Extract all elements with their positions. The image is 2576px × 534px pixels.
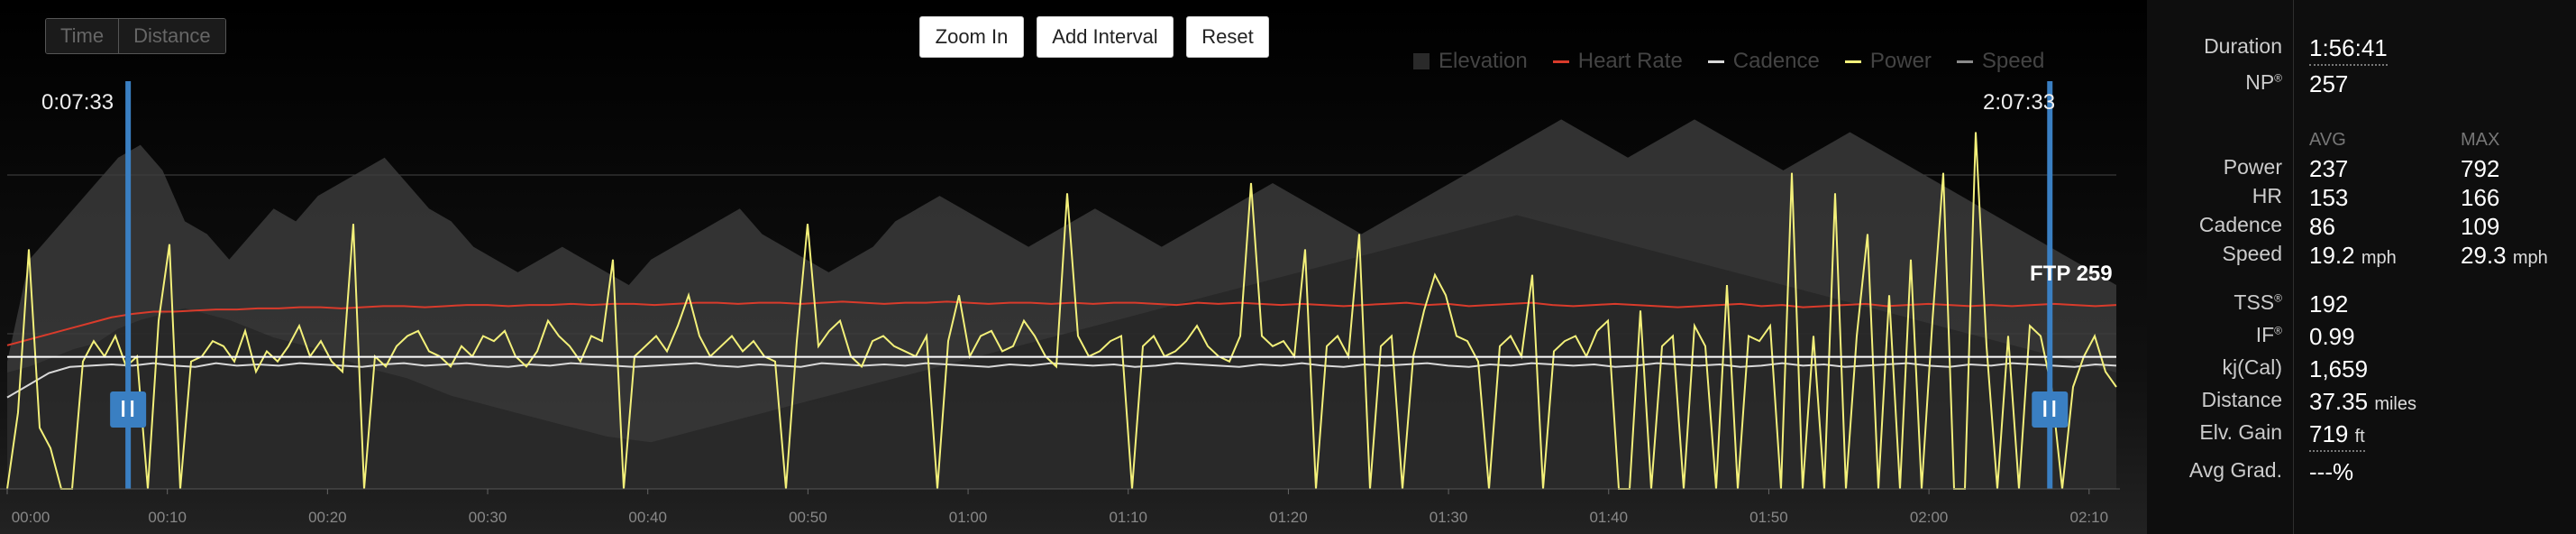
elevation-area bbox=[7, 215, 2116, 489]
hr-row: HR 153 166 bbox=[2147, 184, 2576, 211]
x-tick-label: 00:00 bbox=[11, 509, 50, 526]
speed-max: 29.3 mph bbox=[2461, 242, 2548, 269]
legend-item-speed[interactable]: Speed bbox=[1956, 49, 2045, 74]
distance-row: Distance 37.35 miles bbox=[2147, 388, 2576, 415]
x-tick-label: 00:10 bbox=[148, 509, 187, 526]
selection-end-time: 2:07:33 bbox=[1983, 90, 2056, 115]
power-avg: 237 bbox=[2309, 155, 2349, 182]
cadence-avg: 86 bbox=[2309, 213, 2335, 240]
pause-icon[interactable] bbox=[110, 391, 147, 428]
speed-row: Speed 19.2 mph 29.3 mph bbox=[2147, 242, 2576, 269]
hr-avg: 153 bbox=[2309, 184, 2349, 211]
legend-label: Heart Rate bbox=[1577, 49, 1683, 73]
x-tick-label: 00:50 bbox=[789, 509, 827, 526]
heart-rate-line bbox=[6, 300, 2117, 346]
legend-item-heart-rate[interactable]: Heart Rate bbox=[1552, 49, 1683, 74]
if-label: IF® bbox=[2255, 323, 2282, 346]
np-label: NP® bbox=[2245, 70, 2282, 94]
time-toggle[interactable]: Time bbox=[46, 19, 119, 53]
speed-swatch bbox=[1956, 60, 1973, 63]
max-header: MAX bbox=[2461, 130, 2500, 150]
stats-panel: Duration 1:56:41 NP® 257 AVG MAX Power 2… bbox=[2147, 0, 2576, 534]
zoom-in-button[interactable]: Zoom In bbox=[919, 16, 1024, 58]
cadence-max: 109 bbox=[2461, 213, 2500, 240]
x-tick-label: 02:00 bbox=[1909, 509, 1949, 526]
kj-value: 1,659 bbox=[2309, 355, 2369, 382]
kj-row: kj(Cal) 1,659 bbox=[2147, 355, 2576, 382]
x-tick-label: 00:40 bbox=[628, 509, 667, 526]
hr-label: HR bbox=[2252, 184, 2282, 207]
np-row: NP® 257 bbox=[2147, 70, 2576, 97]
cadence-swatch bbox=[1707, 60, 1724, 63]
selection-start-time: 0:07:33 bbox=[41, 90, 114, 115]
distance-toggle[interactable]: Distance bbox=[118, 19, 225, 53]
power-row: Power 237 792 bbox=[2147, 155, 2576, 182]
distance-label: Distance bbox=[2201, 388, 2282, 411]
x-tick-label: 01:00 bbox=[948, 509, 988, 526]
tss-row: TSS® 192 bbox=[2147, 290, 2576, 318]
duration-value[interactable]: 1:56:41 bbox=[2309, 34, 2388, 66]
heart-rate-swatch bbox=[1552, 60, 1569, 63]
legend-item-elevation[interactable]: Elevation bbox=[1413, 49, 1528, 74]
speed-label: Speed bbox=[2222, 242, 2282, 265]
legend-item-cadence[interactable]: Cadence bbox=[1707, 49, 1820, 74]
legend-label: Speed bbox=[1981, 49, 2045, 73]
elv-gain-value[interactable]: 719 ft bbox=[2309, 420, 2365, 452]
x-tick-label: 01:30 bbox=[1429, 509, 1468, 526]
tss-label: TSS® bbox=[2233, 290, 2282, 314]
legend-label: Power bbox=[1869, 49, 1932, 73]
power-swatch bbox=[1844, 60, 1861, 63]
if-value: 0.99 bbox=[2309, 323, 2355, 350]
cadence-row: Cadence 86 109 bbox=[2147, 213, 2576, 240]
x-tick-label: 02:10 bbox=[2069, 509, 2109, 526]
power-label: Power bbox=[2223, 155, 2282, 179]
workout-chart[interactable] bbox=[0, 0, 2147, 534]
cadence-label: Cadence bbox=[2198, 213, 2282, 236]
duration-row: Duration 1:56:41 bbox=[2147, 34, 2576, 66]
tss-value: 192 bbox=[2309, 290, 2349, 318]
if-row: IF® 0.99 bbox=[2147, 323, 2576, 350]
time-distance-toggle[interactable]: Time Distance bbox=[45, 18, 226, 54]
hr-max: 166 bbox=[2461, 184, 2500, 211]
stats-divider bbox=[2293, 0, 2294, 534]
avg-grade-value: ---% bbox=[2309, 458, 2354, 485]
legend-item-power[interactable]: Power bbox=[1844, 49, 1932, 74]
reset-button[interactable]: Reset bbox=[1186, 16, 1269, 58]
pause-icon[interactable] bbox=[2032, 391, 2069, 428]
chart-area[interactable]: Time Distance Zoom In Add Interval Reset… bbox=[0, 0, 2147, 534]
distance-value: 37.35 miles bbox=[2309, 388, 2416, 415]
elevation-gain-row: Elv. Gain 719 ft bbox=[2147, 420, 2576, 452]
avg-grade-label: Avg Grad. bbox=[2188, 458, 2282, 482]
x-tick-label: 01:50 bbox=[1749, 509, 1788, 526]
speed-avg: 19.2 mph bbox=[2309, 242, 2397, 269]
ftp-label: FTP 259 bbox=[2030, 262, 2113, 286]
np-value: 257 bbox=[2309, 70, 2349, 97]
legend-label: Elevation bbox=[1439, 49, 1528, 73]
x-tick-label: 01:20 bbox=[1269, 509, 1308, 526]
add-interval-button[interactable]: Add Interval bbox=[1037, 16, 1174, 58]
kj-label: kj(Cal) bbox=[2222, 355, 2282, 379]
legend: Elevation Heart Rate Cadence Power Speed bbox=[1413, 49, 2069, 74]
avg-header: AVG bbox=[2309, 130, 2346, 150]
duration-label: Duration bbox=[2204, 34, 2282, 58]
legend-label: Cadence bbox=[1732, 49, 1820, 73]
x-tick-label: 01:40 bbox=[1589, 509, 1629, 526]
power-max: 792 bbox=[2461, 155, 2500, 182]
elv-gain-label: Elv. Gain bbox=[2199, 420, 2282, 444]
x-tick-label: 00:30 bbox=[468, 509, 507, 526]
elevation-swatch bbox=[1413, 53, 1430, 69]
avg-grade-row: Avg Grad. ---% bbox=[2147, 458, 2576, 485]
x-tick-label: 00:20 bbox=[308, 509, 347, 526]
x-tick-label: 01:10 bbox=[1109, 509, 1148, 526]
